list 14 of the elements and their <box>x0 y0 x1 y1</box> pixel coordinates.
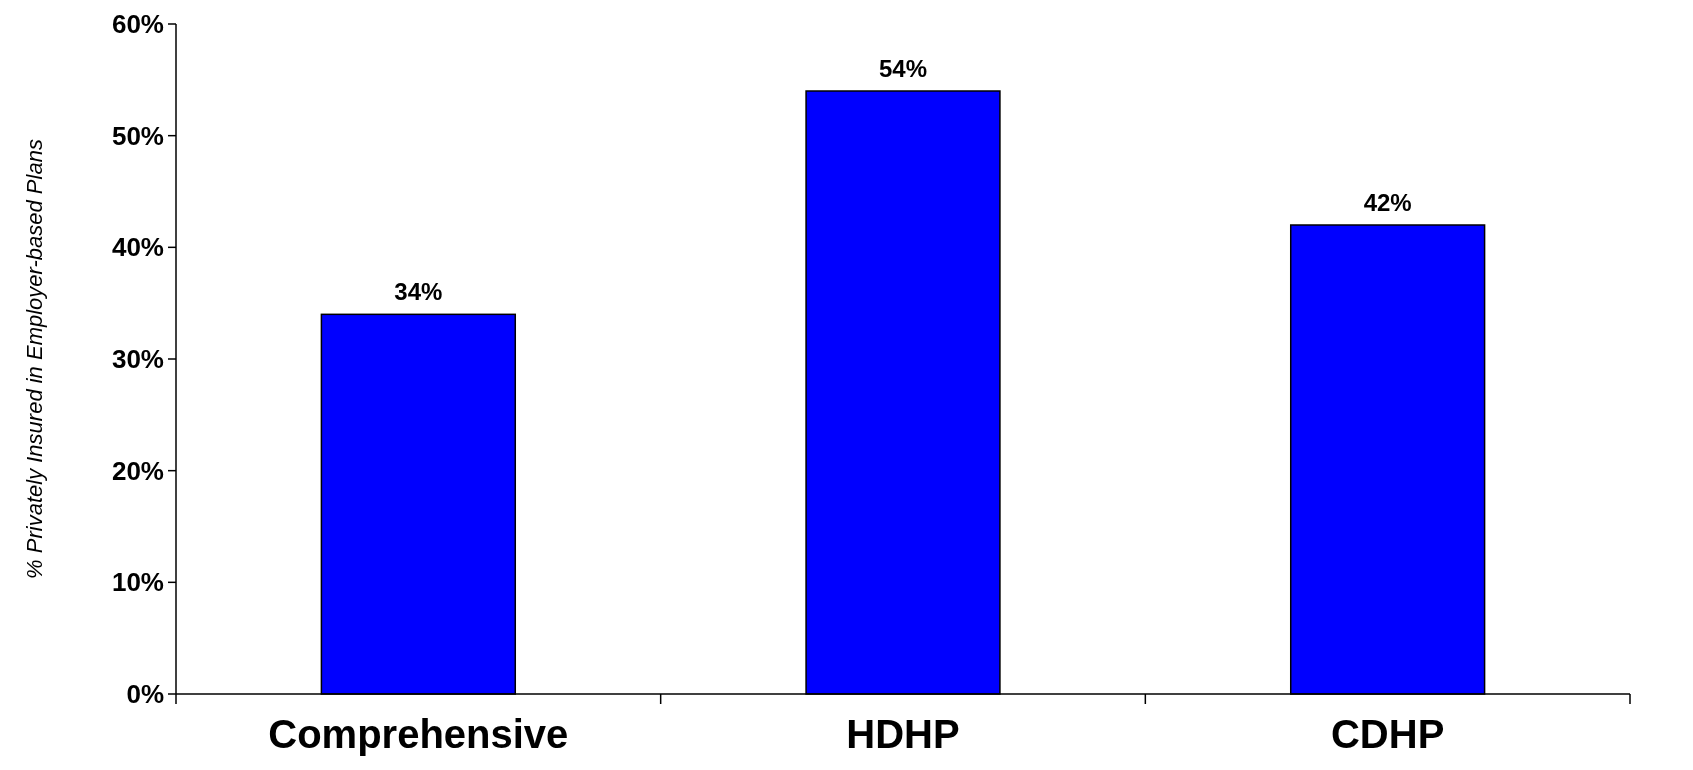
y-tick-label: 50% <box>111 120 164 151</box>
y-tick-label: 30% <box>111 344 164 375</box>
y-tick-label: 60% <box>111 9 164 40</box>
y-tick-label: 10% <box>111 567 164 598</box>
y-tick-label: 0% <box>126 679 164 710</box>
data-label: 34% <box>394 278 443 306</box>
x-tick-label: Comprehensive <box>268 712 569 756</box>
data-label: 42% <box>1363 189 1412 216</box>
y-tick-label: 40% <box>111 232 164 263</box>
x-tick-label: CDHP <box>1330 712 1445 756</box>
x-tick-label: HDHP <box>846 712 960 756</box>
data-label: 54% <box>878 55 928 82</box>
y-axis-title: % Privately Insured in Employer-based Plans <box>22 139 47 579</box>
y-tick-label: 20% <box>111 455 164 486</box>
